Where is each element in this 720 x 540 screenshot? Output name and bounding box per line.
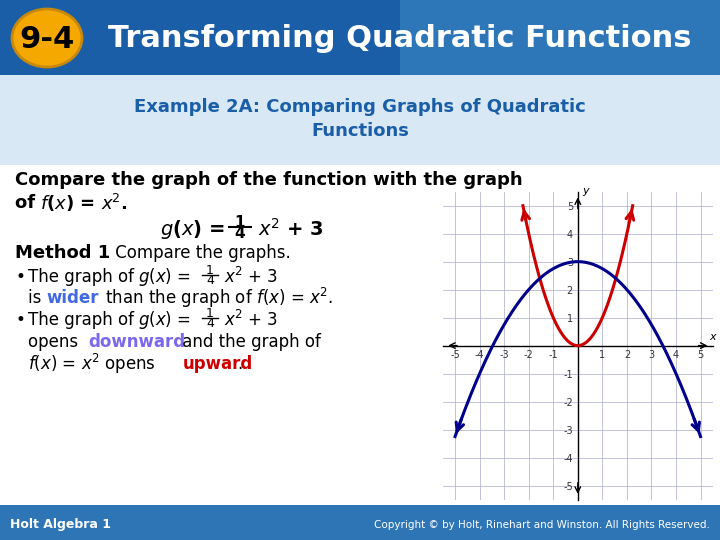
Text: Method 1: Method 1 — [15, 244, 110, 262]
Text: The graph of: The graph of — [28, 268, 139, 286]
Text: Compare the graphs.: Compare the graphs. — [110, 244, 291, 262]
Text: 1: 1 — [206, 307, 214, 320]
Text: 4: 4 — [206, 274, 214, 287]
Text: downward: downward — [88, 333, 185, 351]
Text: $\mathbf{\mathit{x}}$$^2$ + 3: $\mathbf{\mathit{x}}$$^2$ + 3 — [258, 218, 323, 240]
Bar — [400, 0, 720, 75]
Text: 4: 4 — [206, 318, 214, 330]
Text: is: is — [28, 289, 47, 307]
Bar — [0, 75, 720, 165]
Text: 9-4: 9-4 — [19, 24, 75, 53]
Text: $\mathit{g}$($\mathit{x}$) =: $\mathit{g}$($\mathit{x}$) = — [138, 309, 191, 331]
Text: of: of — [15, 194, 41, 212]
Text: opens: opens — [28, 333, 84, 351]
Text: 4: 4 — [235, 226, 246, 240]
Text: •: • — [15, 311, 25, 329]
Text: $\mathit{g}$($\mathit{x}$) =: $\mathit{g}$($\mathit{x}$) = — [138, 266, 191, 288]
Text: y: y — [582, 186, 590, 196]
Text: Compare the graph of the function with the graph: Compare the graph of the function with t… — [15, 171, 523, 189]
Text: $\mathit{x}$$^2$ + 3: $\mathit{x}$$^2$ + 3 — [224, 310, 278, 330]
Text: The graph of: The graph of — [28, 311, 139, 329]
Text: Functions: Functions — [311, 122, 409, 140]
Text: $\mathit{f}$($\mathit{x}$) = $\mathit{x}$$^2$ opens: $\mathit{f}$($\mathit{x}$) = $\mathit{x}… — [28, 352, 156, 376]
Text: Holt Algebra 1: Holt Algebra 1 — [10, 518, 111, 531]
Text: Example 2A: Comparing Graphs of Quadratic: Example 2A: Comparing Graphs of Quadrati… — [134, 98, 586, 116]
Text: 1: 1 — [206, 265, 214, 278]
Text: and the graph of: and the graph of — [177, 333, 321, 351]
Text: than the graph of $\mathit{f}$($\mathit{x}$) = $\mathit{x}$$^2$.: than the graph of $\mathit{f}$($\mathit{… — [100, 286, 333, 310]
Text: $\mathbf{\mathit{g}}$($\mathbf{\mathit{x}}$) =: $\mathbf{\mathit{g}}$($\mathbf{\mathit{x… — [160, 218, 225, 240]
Text: 1: 1 — [235, 214, 246, 230]
Text: •: • — [15, 268, 25, 286]
Text: x: x — [709, 332, 716, 342]
Text: upward: upward — [183, 355, 253, 373]
Text: Copyright © by Holt, Rinehart and Winston. All Rights Reserved.: Copyright © by Holt, Rinehart and Winsto… — [374, 520, 710, 530]
Text: wider: wider — [46, 289, 99, 307]
Text: Transforming Quadratic Functions: Transforming Quadratic Functions — [108, 24, 692, 52]
Text: .: . — [237, 355, 242, 373]
Ellipse shape — [12, 9, 82, 67]
Text: $\mathit{f}$($\mathit{x}$) = $\mathit{x}$$^2$.: $\mathit{f}$($\mathit{x}$) = $\mathit{x}… — [40, 192, 127, 214]
Text: $\mathit{x}$$^2$ + 3: $\mathit{x}$$^2$ + 3 — [224, 267, 278, 287]
